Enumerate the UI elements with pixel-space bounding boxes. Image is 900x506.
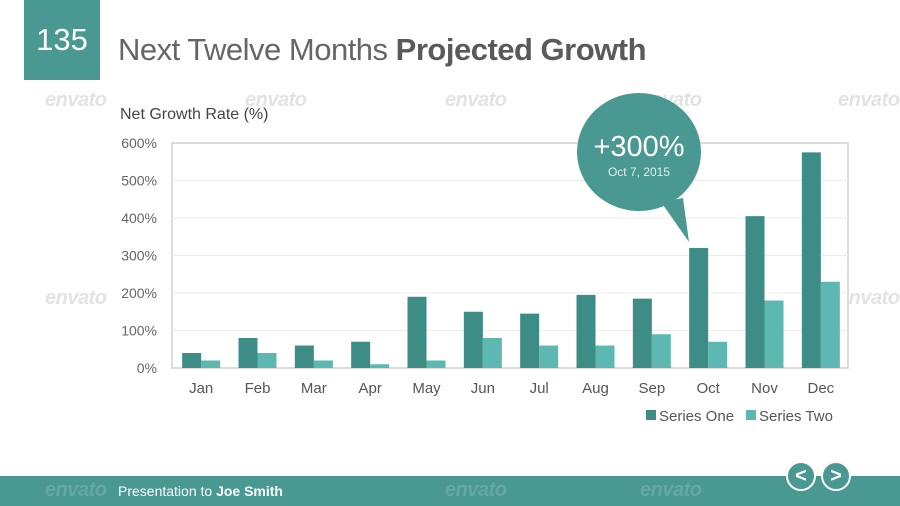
watermark: envato <box>45 479 107 501</box>
bar-series-two <box>539 345 559 368</box>
watermark: envato <box>45 287 107 309</box>
x-tick-label: Feb <box>245 380 271 397</box>
slide-title-bold: Projected Growth <box>395 32 647 67</box>
bar-series-one <box>801 152 821 368</box>
bar-series-one <box>182 353 202 368</box>
y-tick-label: 0% <box>137 360 157 376</box>
bar-series-one <box>351 341 371 368</box>
bar-series-two <box>426 360 446 368</box>
x-tick-label: Aug <box>582 380 609 397</box>
bar-series-one <box>294 345 314 368</box>
y-tick-label: 300% <box>121 248 157 264</box>
y-tick-label: 100% <box>121 323 157 339</box>
watermark: envato <box>838 287 900 309</box>
bar-series-two <box>820 281 840 368</box>
y-axis-title: Net Growth Rate (%) <box>120 106 269 123</box>
bar-series-one <box>745 216 765 368</box>
x-tick-label: Apr <box>358 380 381 397</box>
x-tick-label: Jun <box>471 380 495 397</box>
watermark: envato <box>445 89 507 111</box>
bar-series-one <box>520 313 540 368</box>
slide-number: 135 <box>36 22 88 57</box>
callout-date: Oct 7, 2015 <box>607 165 671 179</box>
watermark: envato <box>838 89 900 111</box>
bar-series-two <box>370 364 390 368</box>
x-tick-label: Dec <box>807 380 834 397</box>
legend-swatch <box>646 410 656 420</box>
bar-series-two <box>201 360 221 368</box>
bar-series-one <box>463 311 483 368</box>
watermark: envato <box>445 479 507 501</box>
y-tick-label: 200% <box>121 285 157 301</box>
bar-chart: 0% 100% 200% 300% 400% 500% 600% Jan Feb Mar Apr Ma… <box>121 135 849 425</box>
bar-series-one <box>689 248 709 368</box>
x-tick-label: Jul <box>530 380 549 397</box>
bar-series-two <box>257 353 277 368</box>
callout-pointer <box>661 198 689 242</box>
bar-series-one <box>576 294 596 368</box>
chevron-left-icon: < <box>795 464 807 487</box>
y-tick-label: 400% <box>121 210 157 226</box>
x-tick-label: Oct <box>696 380 720 397</box>
callout-bubble: +300% Oct 7, 2015 <box>577 93 701 211</box>
bar-series-two <box>313 360 333 368</box>
presenter-name: Joe Smith <box>216 483 283 499</box>
watermark: envato <box>640 479 702 501</box>
legend-label: Series One <box>659 408 734 425</box>
bar-series-two <box>482 338 502 368</box>
x-tick-label: Jan <box>189 380 213 397</box>
footer-bar: envato envato envato Presentation to Joe… <box>0 476 900 506</box>
y-tick-label: 500% <box>121 173 157 189</box>
slide-number-badge: 135 <box>24 0 100 80</box>
next-slide-button[interactable]: > <box>821 461 851 491</box>
bar-series-one <box>238 338 258 368</box>
x-tick-label: May <box>412 380 441 397</box>
watermark: envato <box>45 89 107 111</box>
x-tick-label: Nov <box>751 380 778 397</box>
bar-series-one <box>407 296 427 368</box>
bar-series-two <box>708 341 728 368</box>
x-tick-label: Sep <box>638 380 665 397</box>
x-tick-label: Mar <box>301 380 327 397</box>
previous-slide-button[interactable]: < <box>786 461 816 491</box>
footer-prefix: Presentation to <box>118 483 217 499</box>
callout-value: +300% <box>593 131 685 163</box>
y-tick-label: 600% <box>121 135 157 151</box>
watermark: envato <box>245 89 307 111</box>
footer-text: Presentation to Joe Smith <box>118 483 283 499</box>
bar-series-two <box>764 300 784 368</box>
chevron-right-icon: > <box>830 464 842 487</box>
slide-title-regular: Next Twelve Months <box>118 32 396 67</box>
bar-series-one <box>632 298 652 368</box>
bar-series-two <box>651 334 671 368</box>
legend-label: Series Two <box>759 408 833 425</box>
bar-series-two <box>595 345 615 368</box>
legend-swatch <box>746 410 756 420</box>
slide-title: Next Twelve Months Projected Growth <box>118 32 647 68</box>
